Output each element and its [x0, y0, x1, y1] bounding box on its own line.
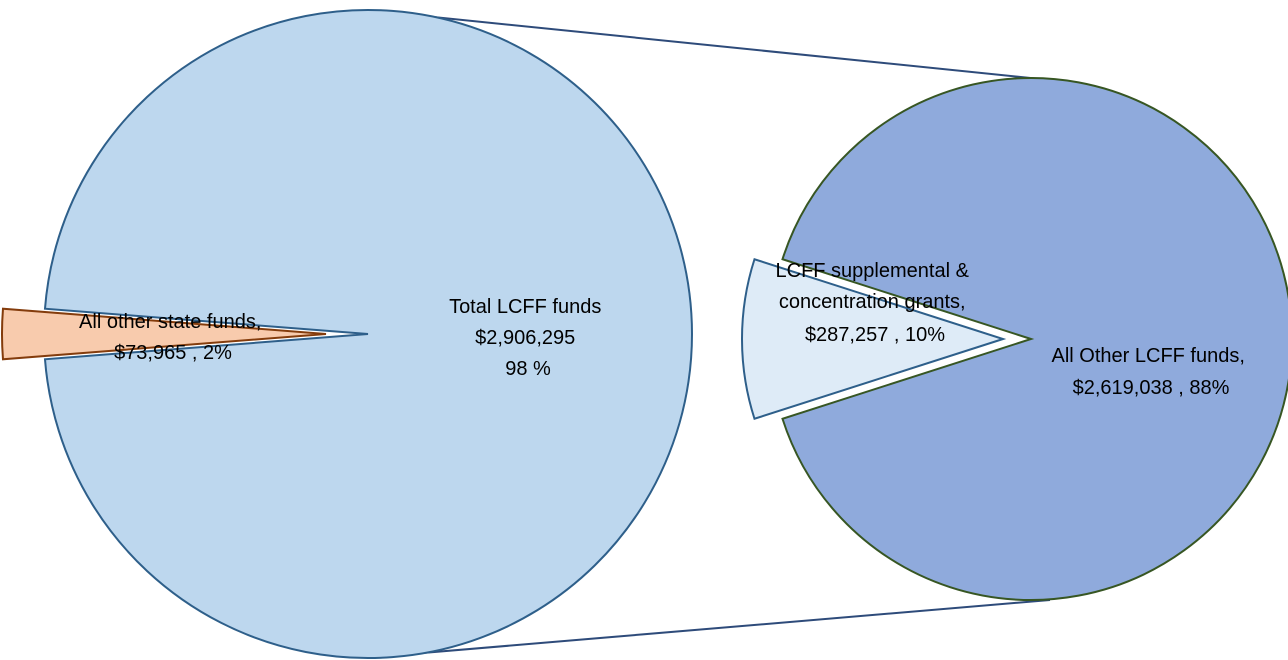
data-label-all-other-state-funds: All other state funds, $73,965 , 2% — [79, 311, 267, 364]
data-label-line: $2,619,038 , 88% — [1073, 377, 1230, 399]
pie-slice-total-lcff-funds — [43, 9, 693, 659]
pie-slice-all-other-state-funds — [0, 307, 327, 361]
data-label-line: concentration grants, — [779, 291, 966, 313]
data-label-line: All other state funds, — [79, 311, 261, 333]
pie-slice-all-other-lcff-funds — [781, 77, 1288, 601]
data-label-total-lcff-funds: Total LCFF funds $2,906,295 98 % — [449, 296, 607, 380]
data-label-line: $287,257 , 10% — [805, 324, 945, 346]
data-label-lcff-supplemental-concentration: LCFF supplemental & concentration grants… — [776, 260, 975, 346]
data-label-line: All Other LCFF funds, — [1052, 345, 1245, 367]
data-label-line: 98 % — [505, 358, 551, 380]
connector-line-bottom — [374, 599, 1051, 658]
pie-slice-lcff-supplemental-concentration — [741, 257, 1007, 421]
data-label-line: $73,965 , 2% — [114, 342, 232, 364]
data-label-line: Total LCFF funds — [449, 296, 601, 318]
data-label-all-other-lcff-funds: All Other LCFF funds, $2,619,038 , 88% — [1052, 345, 1251, 399]
data-label-line: $2,906,295 — [475, 327, 575, 349]
connector-line-top — [374, 10, 1051, 81]
data-label-line: LCFF supplemental & — [776, 260, 970, 282]
